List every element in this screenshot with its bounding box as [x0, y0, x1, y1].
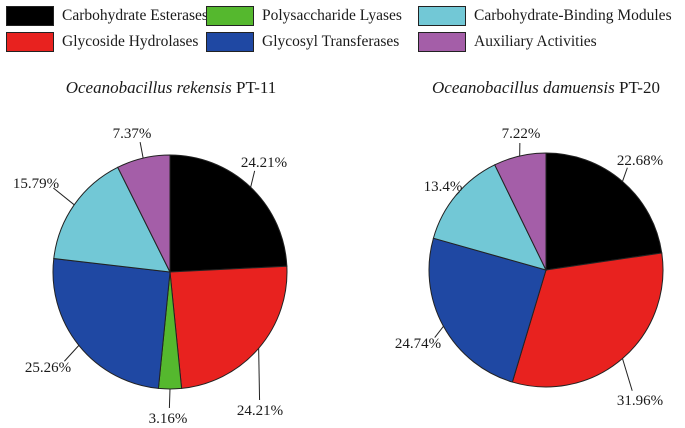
chart-title-species: Oceanobacillus rekensis: [65, 78, 232, 97]
leader-line: [250, 170, 256, 188]
legend-swatch: [418, 32, 466, 52]
chart-title-strain: PT-20: [619, 78, 660, 97]
leader-line: [622, 358, 633, 391]
data-label-glycosyl-transferases: 25.26%: [25, 360, 71, 376]
data-label-glycoside-hydrolases: 24.21%: [237, 403, 283, 419]
legend-swatch: [6, 32, 54, 52]
legend-item-carbohydrate-binding-modules: Carbohydrate-Binding Modules: [418, 6, 672, 26]
data-label-carbohydrate-esterases: 22.68%: [617, 153, 663, 169]
legend-item-polysaccharide-lyases: Polysaccharide Lyases: [206, 6, 402, 26]
legend-label: Carbohydrate-Binding Modules: [474, 7, 672, 24]
leader-line: [258, 348, 261, 401]
legend-item-carbohydrate-esterases: Carbohydrate Esterases: [6, 6, 208, 26]
data-label-auxiliary-activities: 7.22%: [502, 126, 541, 142]
data-label-glycoside-hydrolases: 31.96%: [617, 393, 663, 409]
legend-label: Polysaccharide Lyases: [262, 7, 402, 24]
legend-label: Auxiliary Activities: [474, 33, 597, 50]
pie-slice-glycosyl-transferases: [428, 237, 547, 383]
legend-swatch: [206, 32, 254, 52]
data-label-auxiliary-activities: 7.37%: [113, 126, 152, 142]
chart-title-species: Oceanobacillus damuensis: [432, 78, 615, 97]
pie-slice-auxiliary-activities: [494, 152, 547, 271]
pie-chart-pt20: 22.68% 31.96% 24.74% 13.4% 7.22%: [395, 126, 664, 409]
legend-item-glycosyl-transferases: Glycosyl Transferases: [206, 32, 399, 52]
legend-item-glycoside-hydrolases: Glycoside Hydrolases: [6, 32, 198, 52]
data-label-polysaccharide-lyases: 3.16%: [149, 411, 188, 427]
leader-line: [139, 142, 144, 159]
pie-slice-carbohydrate-binding-modules: [53, 166, 171, 273]
legend-item-auxiliary-activities: Auxiliary Activities: [418, 32, 597, 52]
legend-swatch: [6, 6, 54, 26]
leader-line: [168, 388, 171, 409]
legend-label: Glycosyl Transferases: [262, 33, 400, 50]
chart-title-pt20: Oceanobacillus damuensis PT-20: [432, 78, 660, 98]
pie-slice-carbohydrate-esterases: [545, 152, 663, 271]
chart-title-pt11: Oceanobacillus rekensis PT-11: [66, 78, 277, 98]
leader-line: [53, 187, 75, 206]
pie-chart-pt11: 24.21% 24.21% 3.16% 25.26% 15.79% 7.37%: [13, 126, 288, 427]
leader-line: [622, 167, 628, 182]
pie-slice-glycoside-hydrolases: [511, 252, 664, 388]
pie-slice-glycosyl-transferases: [52, 257, 171, 389]
pie-slice-carbohydrate-esterases: [169, 154, 288, 273]
chart-title-strain: PT-11: [235, 78, 277, 97]
leader-line: [455, 191, 460, 196]
legend-swatch: [418, 6, 466, 26]
data-label-carbohydrate-esterases: 24.21%: [241, 155, 287, 171]
legend-label: Carbohydrate Esterases: [62, 7, 208, 24]
pie-slice-auxiliary-activities: [117, 154, 171, 273]
leader-line: [434, 325, 444, 338]
data-label-carbohydrate-binding-modules: 15.79%: [13, 176, 59, 192]
data-label-glycosyl-transferases: 24.74%: [395, 336, 441, 352]
data-label-carbohydrate-binding-modules: 13.4%: [424, 179, 463, 195]
legend-swatch: [206, 6, 254, 26]
pie-slice-glycoside-hydrolases: [169, 265, 288, 389]
leader-line: [64, 345, 80, 362]
legend-label: Glycoside Hydrolases: [62, 33, 199, 50]
